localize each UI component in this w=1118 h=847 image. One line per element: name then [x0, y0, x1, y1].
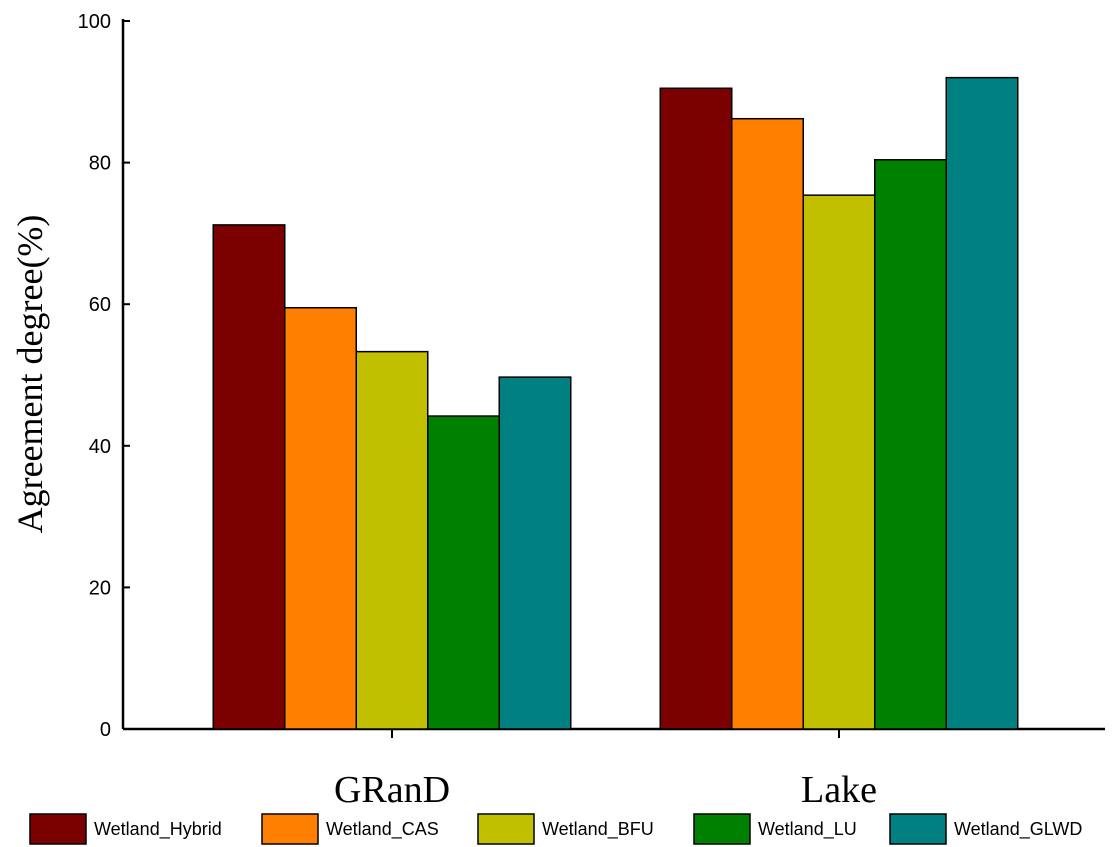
legend-swatch [693, 813, 751, 845]
bar-wetland-cas-lake [731, 117, 804, 730]
bar-wetland-hybrid-grand [212, 224, 286, 730]
legend-label: Wetland_GLWD [954, 819, 1082, 840]
y-tick-label: 80 [89, 153, 111, 175]
legend: Wetland_Hybrid Wetland_CAS Wetland_BFU Wetl… [29, 813, 1082, 845]
y-tick-label: 40 [89, 436, 111, 458]
x-category-label: GRanD [334, 769, 450, 811]
bar-wetland-glwd-lake [945, 76, 1019, 730]
legend-swatch [261, 813, 319, 845]
bar-wetland-lu-lake [874, 159, 947, 730]
bar-wetland-bfu-grand [355, 350, 429, 730]
legend-label: Wetland_BFU [542, 819, 654, 840]
legend-label: Wetland_CAS [326, 819, 439, 840]
y-tick-label: 60 [89, 294, 111, 316]
legend-label: Wetland_Hybrid [94, 819, 222, 840]
bars [212, 76, 1019, 730]
bar-wetland-hybrid-lake [659, 87, 733, 730]
y-tick-label: 0 [100, 719, 111, 741]
legend-swatch [29, 813, 87, 845]
bar-wetland-cas-grand [284, 306, 357, 730]
bar-wetland-lu-grand [427, 415, 500, 730]
y-axis-label: Agreement degree(%) [10, 215, 50, 534]
legend-swatch [889, 813, 947, 845]
y-tick-label: 100 [78, 11, 111, 33]
bar-wetland-glwd-grand [498, 376, 572, 730]
axes: 0 20 40 60 80 100 GRanD Lake [78, 11, 1105, 811]
legend-swatch [477, 813, 535, 845]
legend-label: Wetland_LU [758, 819, 857, 840]
x-category-label: Lake [801, 769, 877, 811]
bar-wetland-bfu-lake [802, 194, 876, 730]
y-tick-label: 20 [89, 577, 111, 599]
